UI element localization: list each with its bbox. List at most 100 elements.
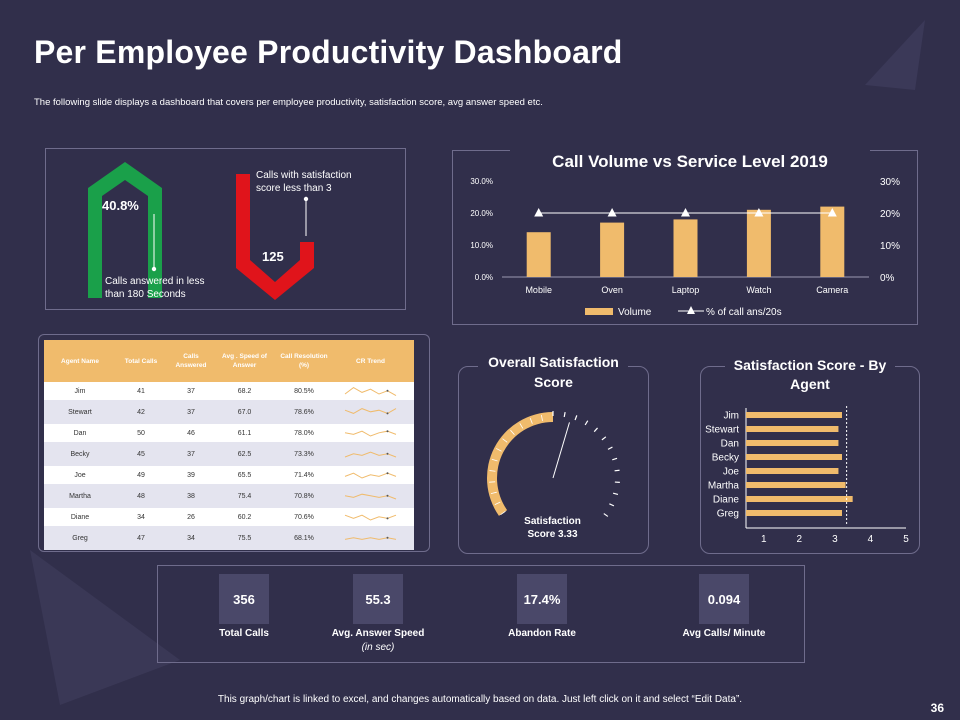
gauge-tick	[601, 436, 607, 441]
table-cell: Joe	[74, 471, 86, 479]
table-cell: 61.1	[237, 429, 252, 437]
table-cell: 26	[187, 513, 195, 521]
satisfaction-gauge	[487, 411, 620, 517]
cv-left-tick: 10.0%	[470, 241, 493, 250]
cr-trend-line	[344, 514, 397, 521]
kpi-sublabel: (in sec)	[361, 642, 395, 653]
as-category-label: Diane	[713, 495, 740, 506]
kpi-label: Abandon Rate	[508, 628, 576, 639]
table-row: Stewart 42 37 67.0 78.6%	[44, 400, 414, 424]
table-cell: Martha	[69, 492, 91, 500]
cv-service-marker	[607, 208, 617, 217]
as-x-tick: 5	[903, 534, 909, 545]
satisfaction-label-2: Score 3.33	[527, 529, 578, 540]
table-cell: 67.0	[237, 408, 252, 416]
green-label-1: Calls answered in less	[105, 276, 205, 287]
gauge-fill-arc	[487, 412, 553, 516]
green-value: 40.8%	[102, 198, 139, 213]
gauge-tick	[529, 418, 533, 424]
cv-bar	[673, 219, 698, 277]
cv-service-marker	[681, 208, 690, 217]
cv-bar	[746, 209, 771, 277]
cr-trend-point	[386, 412, 389, 415]
table-cell: 41	[137, 387, 145, 395]
agent-score-title-bg	[725, 352, 895, 392]
cr-trend-sparkline	[344, 514, 397, 521]
cr-trend-line	[344, 387, 397, 397]
table-cell: Jim	[74, 387, 86, 395]
gauge-tick	[519, 423, 524, 429]
cv-category-label: Oven	[601, 285, 623, 295]
gauge-tick	[609, 503, 615, 507]
kpi-label: Avg Calls/ Minute	[682, 628, 766, 639]
as-bar	[746, 496, 853, 502]
table-cell: 37	[187, 408, 195, 416]
cv-legend-service: % of call ans/20s	[706, 307, 782, 318]
as-bar	[746, 510, 842, 516]
cv-left-tick: 20.0%	[470, 209, 493, 218]
kpi-value: 17.4%	[517, 574, 567, 624]
gauge-tick	[496, 448, 502, 452]
green-label-2: than 180 Seconds	[105, 289, 186, 300]
satisfaction-title-2: Score	[534, 374, 573, 390]
table-cell: 60.2	[237, 513, 252, 521]
table-cell: Dan	[73, 429, 87, 437]
footer-note: This graph/chart is linked to excel, and…	[217, 694, 743, 705]
table-header-cell: Call Resolution (%)	[280, 353, 328, 369]
page-subtitle: The following slide displays a dashboard…	[34, 97, 543, 108]
cr-trend-sparkline	[344, 472, 397, 479]
cv-left-tick: 30.0%	[470, 177, 493, 186]
red-leader-line	[303, 196, 309, 236]
cr-trend-line	[344, 493, 397, 500]
summary-panel	[45, 148, 406, 310]
table-cell: Becky	[70, 450, 90, 458]
cv-right-tick: 0%	[880, 273, 895, 284]
table-row: Becky 45 37 62.5 73.3%	[44, 442, 414, 466]
table-header-cell: Calls Answered	[175, 353, 207, 369]
table-cell: 68.2	[237, 387, 252, 395]
table-row: Diane 34 26 60.2 70.6%	[44, 508, 414, 526]
decor-triangle-bottom	[30, 550, 180, 705]
gauge-tick	[607, 446, 613, 450]
as-bar	[746, 412, 842, 418]
cv-bar	[820, 206, 845, 277]
gauge-tick	[491, 458, 498, 462]
table-cell: 80.5%	[294, 387, 314, 395]
gauge-tick	[490, 491, 497, 495]
red-label-2: score less than 3	[256, 183, 332, 194]
red-arrow-shape	[236, 174, 314, 300]
kpi-label: Total Calls	[219, 628, 269, 639]
cv-service-marker	[534, 208, 544, 217]
green-arrow-shape	[88, 162, 162, 298]
as-category-label: Jim	[723, 411, 739, 422]
satisfaction-title-1: Overall Satisfaction	[488, 354, 619, 370]
cv-service-marker	[754, 208, 764, 217]
agent-table-panel	[38, 334, 430, 552]
table-cell: 34	[137, 513, 145, 521]
table-cell: 37	[187, 450, 195, 458]
as-bar	[746, 454, 842, 460]
cr-trend-line	[344, 472, 397, 479]
cv-category-label: Laptop	[672, 285, 700, 295]
cr-trend-sparkline	[344, 451, 397, 458]
cr-trend-sparkline	[344, 493, 397, 500]
table-cell: 47	[137, 534, 145, 542]
table-header-cell: Avg . Speed of Answer	[222, 353, 267, 369]
satisfaction-label-1: Satisfaction	[524, 516, 581, 527]
cv-left-tick: 0.0%	[475, 273, 493, 282]
table-header-cell: Total Calls	[124, 357, 158, 365]
table-row: Greg 47 34 75.5 68.1%	[44, 526, 414, 550]
table-cell: 78.6%	[294, 408, 314, 416]
gauge-tick	[541, 414, 543, 422]
gauge-tick	[603, 513, 609, 517]
gauge-tick	[563, 411, 566, 418]
cr-trend-line	[344, 408, 397, 414]
cr-trend-line	[344, 451, 397, 458]
cv-bar	[600, 222, 625, 277]
table-cell: 50	[137, 429, 145, 437]
gauge-tick	[502, 438, 508, 443]
as-category-label: Joe	[723, 467, 740, 478]
as-category-label: Stewart	[705, 425, 739, 436]
as-bar	[746, 440, 839, 446]
gauge-tick	[489, 470, 496, 472]
